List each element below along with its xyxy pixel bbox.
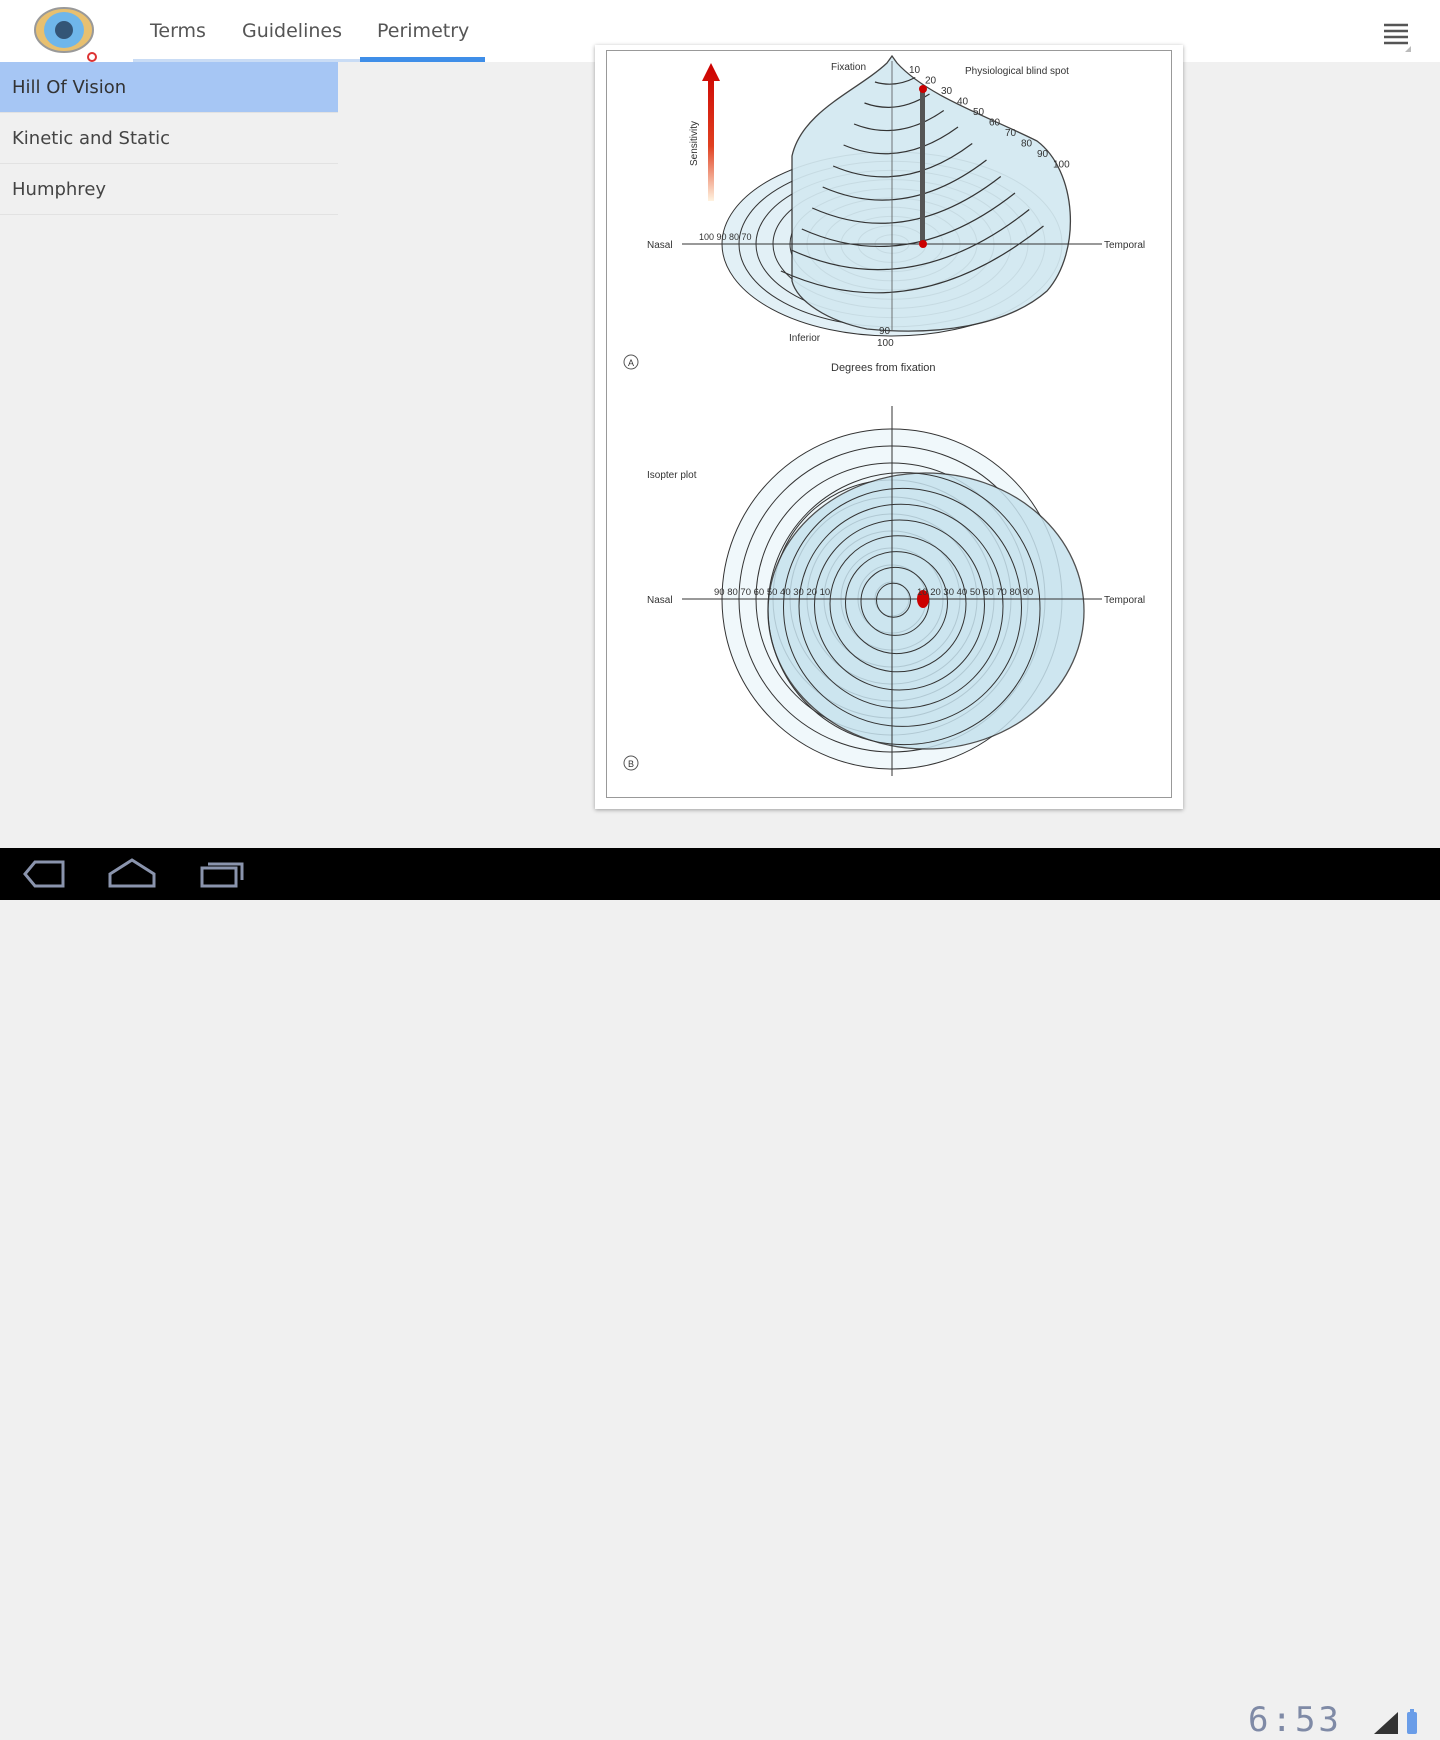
blind-spot-base <box>919 240 927 248</box>
tab-perimetry[interactable]: Perimetry <box>377 20 470 42</box>
system-nav-bar: 6:53 <box>0 848 1440 1740</box>
isopter-inner-ring <box>767 472 1041 746</box>
sidebar-item-hill-of-vision[interactable]: Hill Of Vision <box>0 62 338 113</box>
contour-label: 90 <box>1037 149 1049 160</box>
tab-guidelines[interactable]: Guidelines <box>242 20 342 42</box>
hill-contour <box>874 76 916 85</box>
hill-of-vision-figure: Fixation Physiological blind spot Sensit… <box>606 50 1172 798</box>
home-icon[interactable] <box>102 856 162 892</box>
sidebar-item-humphrey[interactable]: Humphrey <box>0 164 338 215</box>
sidebar: Hill Of Vision Kinetic and Static Humphr… <box>0 62 338 215</box>
hill-contour <box>780 225 1044 294</box>
signal-icon <box>1374 1712 1398 1734</box>
contour-label: 50 <box>973 107 985 118</box>
contour-label: 80 <box>1021 139 1033 150</box>
panel-label-b: B <box>628 759 634 769</box>
label-temporal-a: Temporal <box>1104 240 1145 251</box>
label-sensitivity: Sensitivity <box>689 121 700 166</box>
contour-label: 40 <box>957 97 969 108</box>
contour-label: 60 <box>989 118 1001 129</box>
hill-contour <box>853 110 945 132</box>
hill-diagram <box>682 54 1102 337</box>
label-nasal-ticks-a: 100 90 80 70 <box>699 232 752 242</box>
contour-label: 30 <box>941 86 953 97</box>
hill-contour <box>812 176 1002 224</box>
label-degrees-from-fixation: Degrees from fixation <box>831 362 936 374</box>
contour-label: 20 <box>925 76 937 87</box>
label-inferior-90: 90 <box>879 326 891 337</box>
label-temporal-ticks-b: 10 20 30 40 50 60 70 80 90 <box>917 587 1033 598</box>
label-nasal-ticks-b: 90 80 70 60 50 40 30 20 10 <box>714 587 830 598</box>
isopter-inner-ring <box>783 487 1022 727</box>
battery-icon <box>1407 1709 1417 1734</box>
label-nasal-b: Nasal <box>647 595 673 606</box>
isopter-inner-ring <box>814 519 985 691</box>
label-fixation: Fixation <box>831 62 866 73</box>
panel-label-a: A <box>628 358 634 368</box>
overflow-menu-icon[interactable] <box>1382 20 1412 52</box>
figure-card: Fixation Physiological blind spot Sensit… <box>595 45 1183 809</box>
tab-strip-divider <box>133 59 485 62</box>
hill-contour <box>791 209 1030 271</box>
label-blind-spot: Physiological blind spot <box>965 66 1069 77</box>
label-temporal-b: Temporal <box>1104 595 1145 606</box>
hill-contour <box>832 143 973 178</box>
tab-terms[interactable]: Terms <box>150 20 206 42</box>
isopter-inner-ring <box>829 535 967 673</box>
recent-apps-icon[interactable] <box>192 856 252 892</box>
hill-contour <box>843 126 959 155</box>
label-isopter-plot: Isopter plot <box>647 470 697 481</box>
label-nasal-a: Nasal <box>647 240 673 251</box>
isopter-inner-ring <box>798 503 1004 709</box>
isopter-inner-ring <box>860 566 930 636</box>
clock: 6:53 <box>1248 1700 1342 1740</box>
sidebar-item-kinetic-and-static[interactable]: Kinetic and Static <box>0 113 338 164</box>
hill-surface <box>791 54 1072 332</box>
isopter-inner-ring <box>845 551 948 655</box>
contour-label: 10 <box>909 65 921 76</box>
hill-contour <box>822 159 987 201</box>
contour-label: 100 <box>1053 160 1070 171</box>
label-inferior-100: 100 <box>877 338 894 349</box>
label-inferior: Inferior <box>789 333 821 344</box>
tab-selected-indicator <box>360 57 485 62</box>
back-icon[interactable] <box>15 856 75 892</box>
isopter-inner-ring <box>876 582 911 618</box>
sensitivity-arrow <box>702 63 720 201</box>
isopter-plot <box>682 406 1102 776</box>
eye-logo <box>34 7 97 62</box>
contour-label: 70 <box>1005 128 1017 139</box>
blind-spot-b <box>917 590 929 608</box>
blind-spot-top <box>919 85 927 93</box>
